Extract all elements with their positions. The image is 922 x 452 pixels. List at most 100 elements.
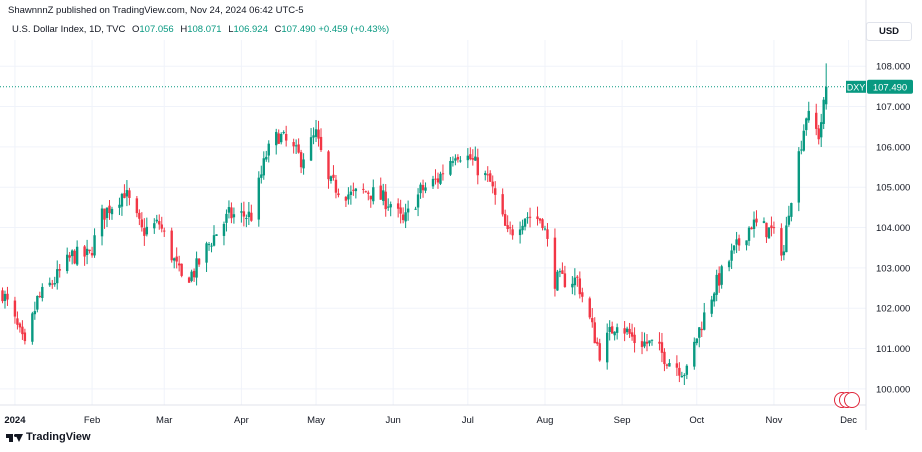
candle-body [643,341,646,347]
candle-body [456,156,460,160]
candle-body [474,156,477,161]
candle-body [389,204,392,208]
candle-body [556,271,559,291]
candle-body [317,129,320,139]
candle-body [494,188,497,195]
candle-body [747,227,751,241]
candle-body [521,225,524,231]
candle-body [633,334,636,344]
candle-body [222,223,226,236]
candle-body [730,250,733,261]
candle-body [329,176,333,181]
candle-body [297,144,300,153]
x-tick-label: Apr [234,415,249,426]
candle-body [352,189,355,191]
candle-body [553,237,557,289]
candle-body [128,190,131,198]
candle-body [476,157,479,176]
candle-body [302,159,305,169]
candle-body [56,269,59,284]
candle-body [143,228,146,236]
candle-body [215,234,218,236]
candle-body [752,219,756,229]
x-tick-label: 2024 [4,415,26,426]
candle-body [780,228,783,256]
candle-body [205,243,208,263]
candle-body [1,290,4,302]
candle-body [416,194,420,208]
candle-body [675,363,679,368]
tradingview-brand: TradingView [26,431,91,443]
y-tick-label: 104.000 [876,223,910,234]
candle-body [489,173,492,182]
candle-body [38,295,42,297]
candle-body [51,283,54,285]
candle-body [608,327,611,333]
candle-body [180,263,183,276]
y-tick-label: 101.000 [876,344,910,355]
y-tick-label: 106.000 [876,142,910,153]
candle-body [538,218,542,221]
candle-body [451,161,455,163]
candle-body [713,293,716,302]
candle-body [471,158,475,160]
x-tick-label: Sep [614,415,631,426]
candle-body [384,191,387,210]
open-value: 107.056 [139,24,174,35]
candle-body [805,118,808,131]
candle-body [18,323,22,328]
candle-body [615,327,619,333]
events-badge[interactable] [834,392,860,408]
candle-body [68,255,71,258]
candle-body [797,151,801,203]
candle-body [100,208,104,237]
candle-body [536,216,539,220]
candle-body [770,225,773,229]
candle-body [6,293,9,300]
candle-body [469,154,472,160]
candle-body [267,143,270,156]
candle-body [658,341,661,344]
candle-body [640,341,644,347]
candle-body [16,318,19,325]
candle-body [135,198,139,214]
candle-body [382,190,385,201]
candle-body [294,145,298,147]
x-tick-label: Jun [386,415,401,426]
candle-body [436,178,440,183]
candle-body [65,254,69,272]
candle-body [790,203,793,217]
y-tick-label: 108.000 [876,62,910,73]
candle-body [334,179,338,193]
candle-body [717,273,721,286]
candle-body [225,213,228,223]
candle-body [260,174,263,178]
candle-body [88,249,91,252]
candle-body [103,208,106,220]
candle-body [319,136,323,151]
candle-body [715,274,718,295]
candle-body [802,130,805,151]
candle-body [800,149,803,151]
candle-body [680,375,684,378]
candle-body [314,129,318,137]
candle-body [650,339,654,341]
candle-body [163,230,166,232]
candle-body [372,187,375,202]
candle-body [21,326,24,335]
candle-body [419,184,422,194]
candle-body [745,240,748,246]
candle-body [262,158,265,176]
candle-body [83,246,86,257]
candle-body [36,295,39,310]
candle-body [491,181,494,187]
candle-body [424,187,427,191]
x-tick-label: Dec [840,415,857,426]
close-value: 107.490 [281,24,316,35]
candle-body [282,132,285,134]
candle-body [23,332,27,342]
x-tick-label: Feb [84,415,100,426]
candle-body [817,128,820,140]
candle-body [192,270,196,278]
